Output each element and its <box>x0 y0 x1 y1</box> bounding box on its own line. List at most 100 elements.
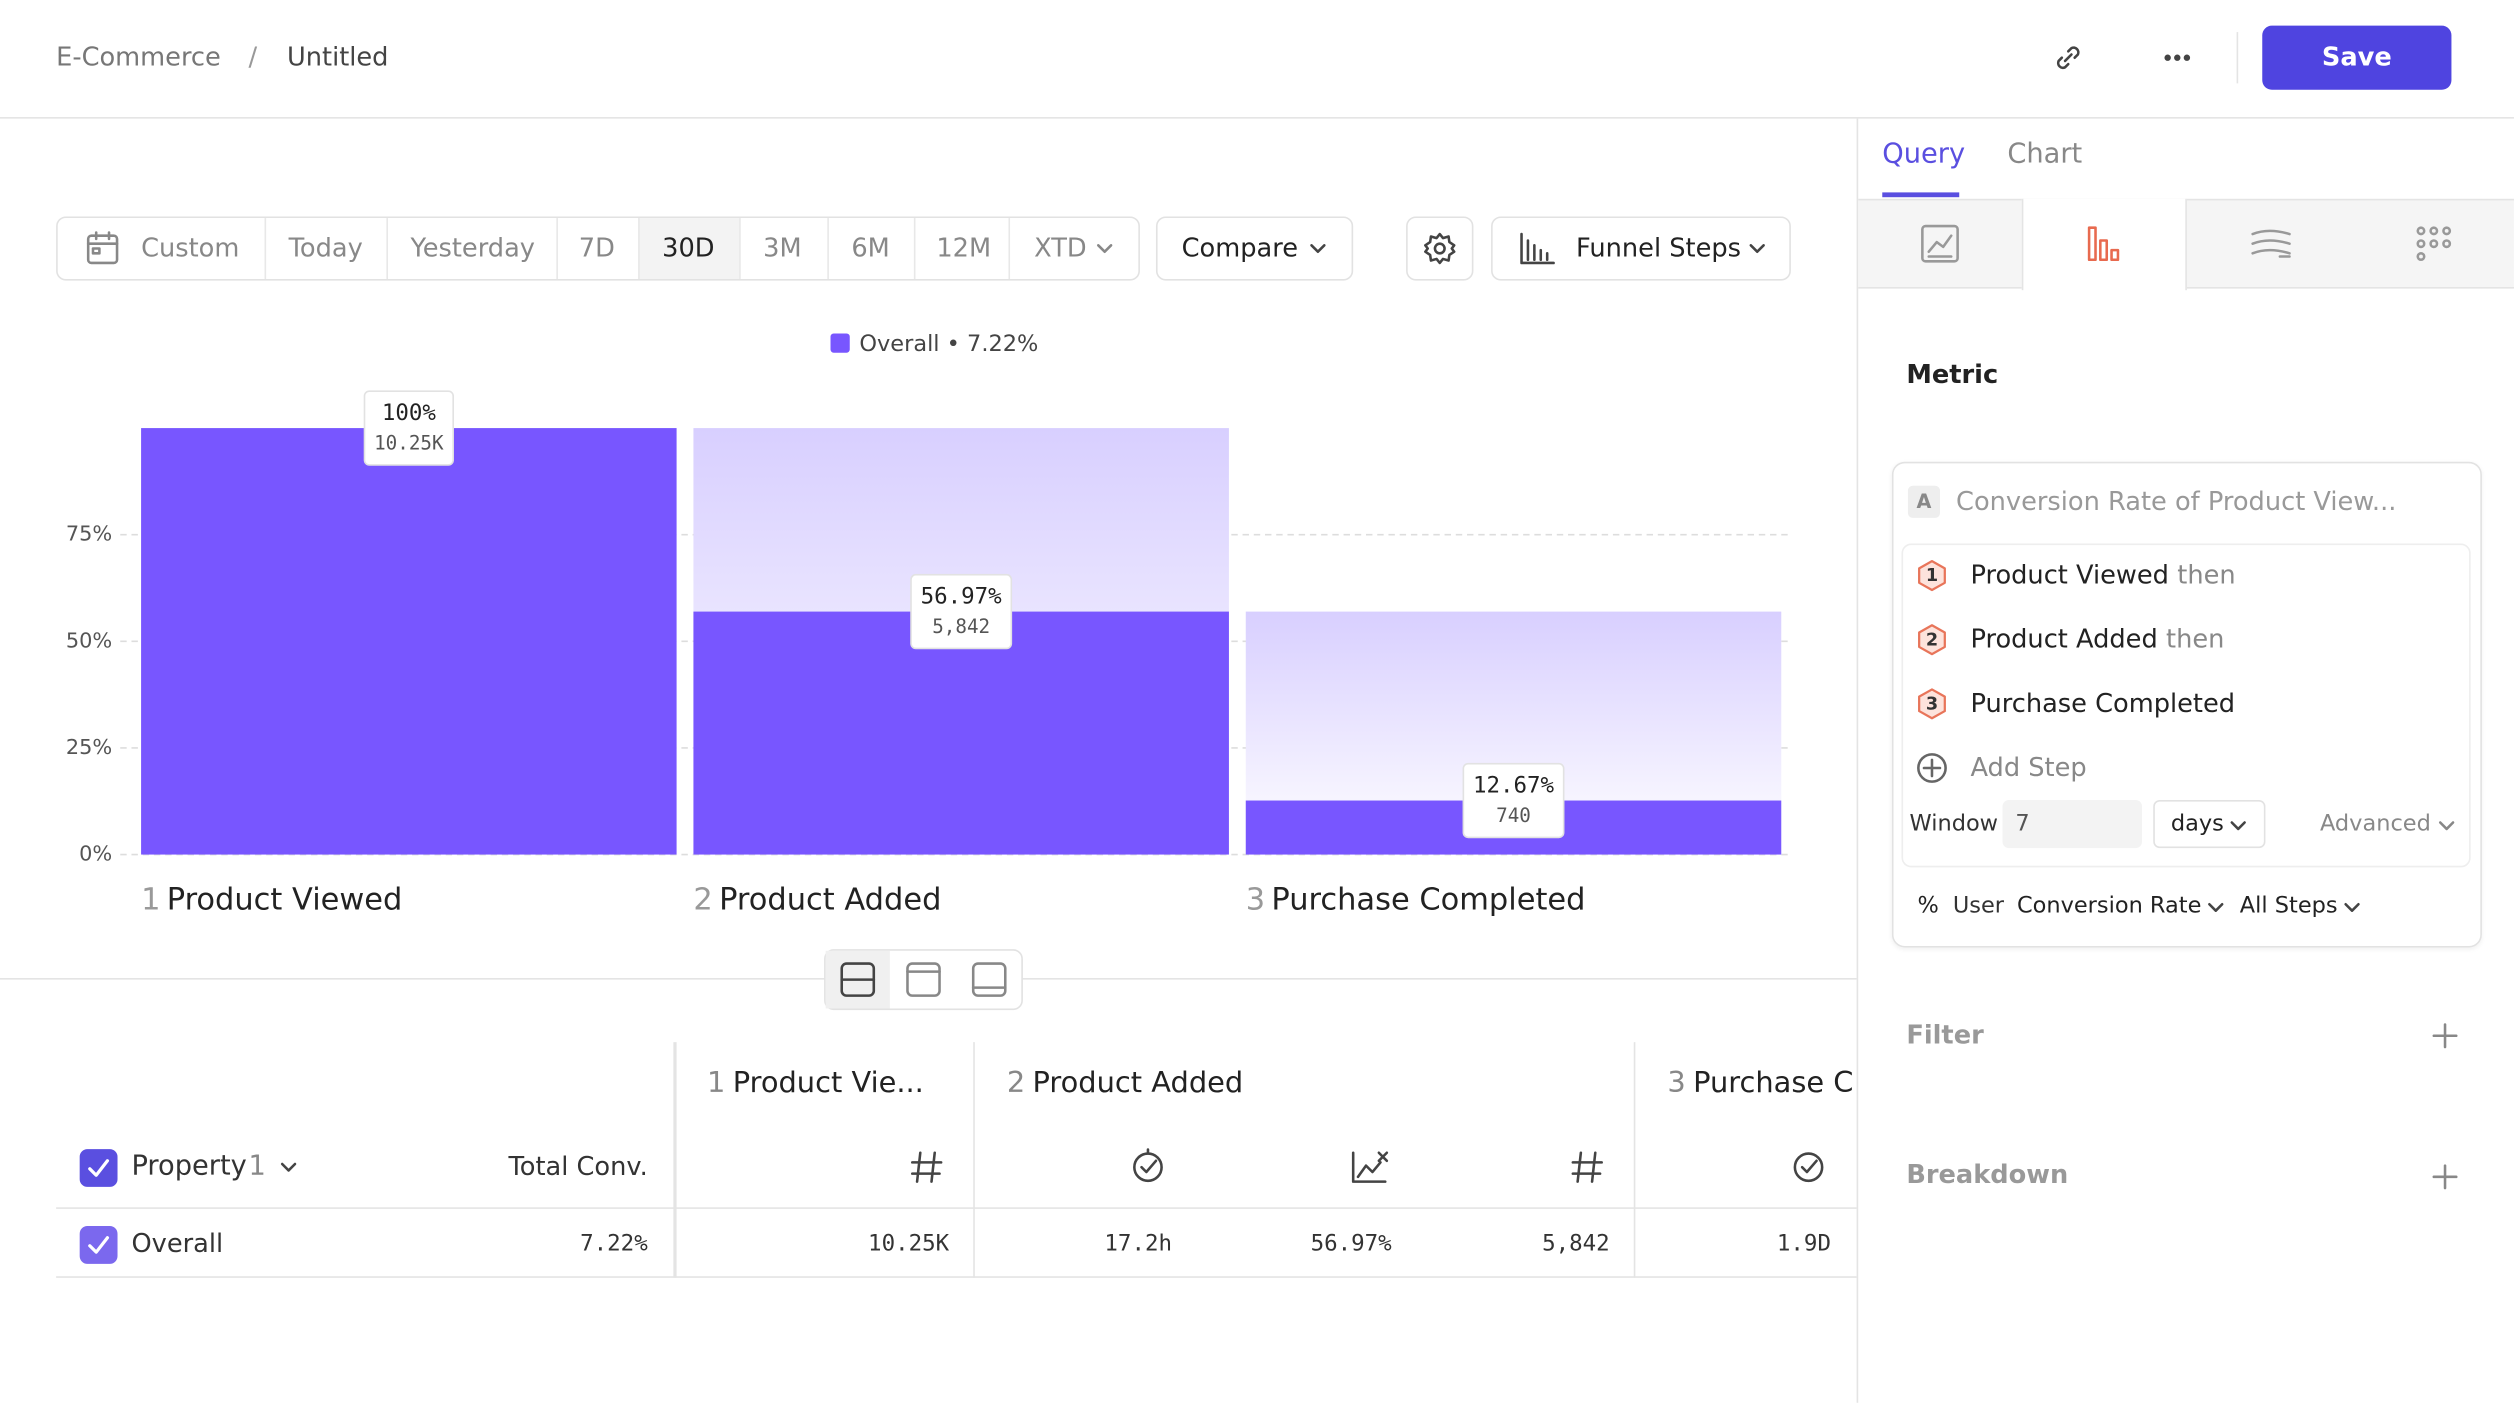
data-label-box <box>910 573 1013 650</box>
col-separator <box>973 1042 975 1278</box>
property-count: 1 <box>248 1150 266 1183</box>
cell: 17.2h <box>1104 1231 1173 1257</box>
cell: 7.22% <box>580 1231 648 1257</box>
step-header-name: Product Added <box>1032 1066 1244 1100</box>
date-option[interactable]: 6M <box>851 232 890 263</box>
col-separator <box>1633 1042 1636 1278</box>
advanced[interactable]: Advanced <box>2319 811 2431 837</box>
cell: 5,842 <box>1542 1231 1610 1257</box>
count-label: 10.25K <box>374 432 444 455</box>
step-name[interactable]: Product Viewed <box>1970 559 2169 591</box>
layout-icons[interactable] <box>840 962 1007 997</box>
bar <box>141 428 677 855</box>
date-option[interactable]: 3M <box>763 232 802 263</box>
date-option[interactable]: Today <box>288 232 363 263</box>
metric-type-icons[interactable] <box>1921 224 2466 266</box>
step-number: 3 <box>1246 883 1265 918</box>
step-name[interactable]: Product Added <box>1970 623 2158 655</box>
save-button[interactable] <box>2262 25 2452 90</box>
date-option[interactable]: Yesterday <box>410 232 535 263</box>
row-line <box>56 1207 1857 1209</box>
compare-label: Compare <box>1181 232 1298 263</box>
add-step[interactable]: Add Step <box>1970 751 2087 783</box>
breadcrumb-workspace[interactable]: E-Commerce <box>56 41 221 73</box>
step-num: 1 <box>1925 565 1939 587</box>
date-option[interactable]: 7D <box>578 232 615 263</box>
filter-heading: Filter <box>1906 1019 1984 1051</box>
data-label-box <box>1462 762 1565 839</box>
step-name[interactable]: Purchase Completed <box>1970 687 2236 719</box>
add-breakdown[interactable] <box>2432 1164 2458 1190</box>
step-suffix: then <box>2177 559 2236 591</box>
date-divider <box>386 218 388 279</box>
add-step-icon <box>1917 753 1947 783</box>
data-label-box <box>363 390 454 466</box>
count-label: 5,842 <box>932 615 990 638</box>
window-input[interactable] <box>2002 800 2143 849</box>
count-label: 740 <box>1496 804 1531 827</box>
steps-scope[interactable]: All Steps <box>2239 893 2338 919</box>
header-checkbox[interactable] <box>79 1149 118 1187</box>
y-tick-label: 50% <box>66 628 112 652</box>
funnel-icon <box>1520 232 1555 265</box>
measure-subject[interactable]: User <box>1952 893 2004 919</box>
unit-chevron <box>2230 821 2246 831</box>
date-divider <box>638 218 640 279</box>
x-tick-label: Purchase Completed <box>1271 883 1585 918</box>
settings-button[interactable] <box>1406 216 1474 281</box>
step-header-num: 3 <box>1667 1066 1686 1100</box>
metric-name[interactable]: Conversion Rate of Product View... <box>1956 485 2397 517</box>
property-chevron <box>280 1162 297 1172</box>
date-range-group <box>56 216 1140 281</box>
step-suffix: then <box>2166 623 2225 655</box>
cell: 10.25K <box>868 1231 950 1257</box>
date-option[interactable]: XTD <box>1034 232 1087 263</box>
scope-chevron <box>2344 902 2360 912</box>
breadcrumb-title[interactable]: Untitled <box>286 41 389 73</box>
data-label: 56.97% <box>921 584 1003 610</box>
date-divider <box>556 218 558 279</box>
legend-label: Overall • 7.22% <box>859 331 1038 357</box>
date-divider <box>739 218 741 279</box>
date-option[interactable]: Custom <box>141 232 240 263</box>
legend-swatch <box>830 333 850 353</box>
steps-box <box>1901 543 2471 868</box>
date-option[interactable]: 12M <box>936 232 992 263</box>
window-unit-select[interactable] <box>2153 800 2266 849</box>
tab-query[interactable]: Query <box>1882 138 1966 171</box>
row-label: Overall <box>131 1228 224 1259</box>
metric-type-selected[interactable] <box>2021 198 2187 291</box>
y-tick-label: 75% <box>66 522 112 546</box>
measure-symbol: % <box>1917 893 1939 919</box>
link-button[interactable] <box>2052 42 2084 74</box>
measure[interactable]: Conversion Rate <box>2016 893 2202 919</box>
step-badge <box>1918 624 1946 656</box>
tab-chart[interactable]: Chart <box>2007 138 2083 171</box>
gear-icon <box>1424 232 1456 265</box>
tab-underline <box>1882 192 1960 198</box>
breakdown-heading: Breakdown <box>1906 1159 2069 1190</box>
compare-button[interactable] <box>1155 216 1354 281</box>
step-number: 1 <box>141 883 160 918</box>
add-filter[interactable] <box>2432 1023 2458 1049</box>
xtd-chevron <box>1096 244 1113 254</box>
compare-chevron <box>1310 244 1326 254</box>
more-button[interactable] <box>2161 42 2193 74</box>
window-label: Window <box>1909 811 1999 837</box>
step-badge <box>1918 688 1946 720</box>
step-header-name: Product Vie... <box>732 1066 924 1100</box>
step-num: 2 <box>1925 629 1939 651</box>
chart-type-label: Funnel Steps <box>1576 232 1742 263</box>
funnel-chart: 0% 25% 50% 75% Overall • 7.22% 1 Product Viewe… <box>66 331 1793 918</box>
row-checkbox[interactable] <box>79 1226 118 1264</box>
step-num: 3 <box>1925 693 1939 715</box>
top-divider <box>0 117 2514 119</box>
y-tick-label: 0% <box>79 842 112 866</box>
date-option[interactable]: 30D <box>662 232 715 263</box>
property-header[interactable]: Property <box>131 1150 247 1183</box>
chart-type-button[interactable] <box>1491 216 1791 281</box>
date-divider <box>913 218 916 279</box>
calendar-icon <box>86 231 119 265</box>
